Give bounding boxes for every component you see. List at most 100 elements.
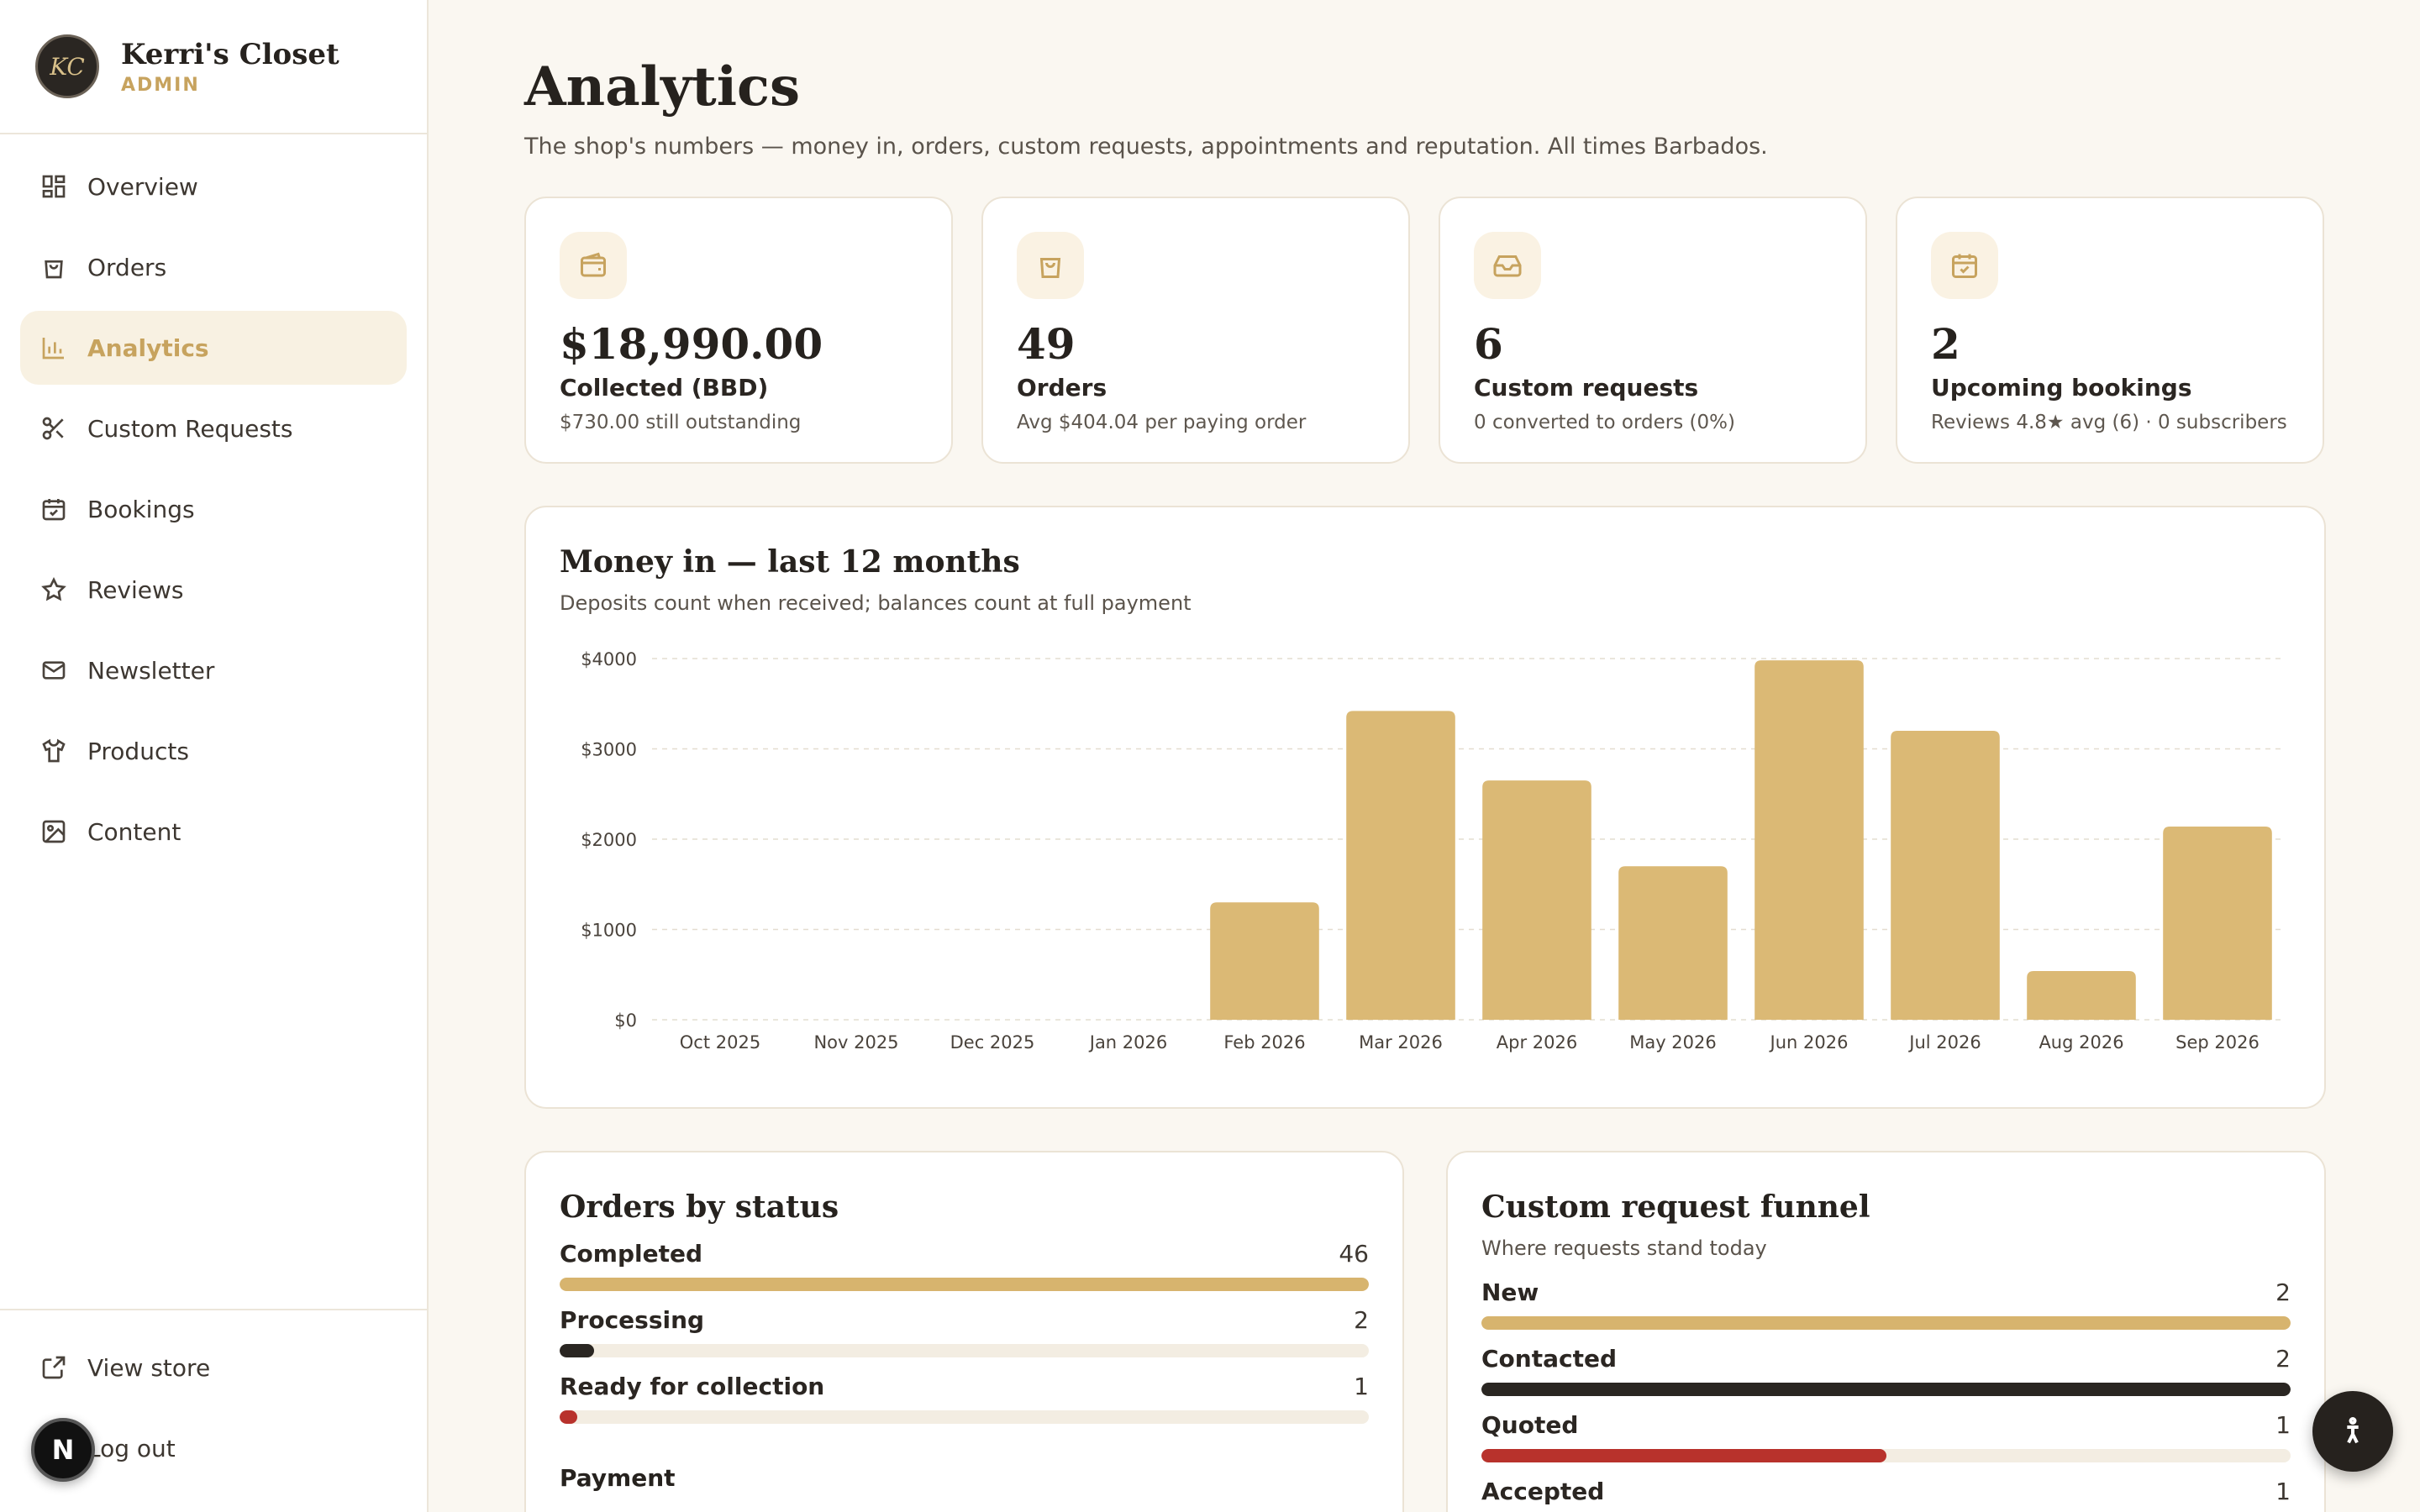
x-tick-label: Jul 2026 xyxy=(1907,1032,1981,1053)
status-label: Processing xyxy=(560,1306,705,1334)
status-label: Quoted xyxy=(1481,1411,1579,1439)
money-chart-panel: Money in — last 12 months Deposits count… xyxy=(524,506,2326,1109)
status-track xyxy=(560,1410,1369,1424)
chart-subtitle: Deposits count when received; balances c… xyxy=(560,591,1192,615)
sidebar-item-newsletter[interactable]: Newsletter xyxy=(20,633,407,707)
bag-icon xyxy=(1039,258,1061,278)
chart-bar xyxy=(2163,826,2272,1020)
chart-bar xyxy=(1891,731,2000,1020)
status-row: Contacted 2 xyxy=(1481,1345,2291,1396)
brand[interactable]: KC Kerri's Closet ADMIN xyxy=(0,0,427,134)
sidebar-footer: View store Log out xyxy=(0,1309,427,1512)
stat-card: 6 Custom requests 0 converted to orders (0… xyxy=(1439,197,1867,464)
bar-chart-icon xyxy=(42,338,64,360)
sidebar-item-label: Custom Requests xyxy=(87,414,293,443)
brand-logo: KC xyxy=(35,34,99,98)
orders-status-panel: Orders by status Completed 46 Processing 2 R… xyxy=(524,1151,1404,1512)
x-tick-label: Jan 2026 xyxy=(1088,1032,1168,1053)
status-label: Completed xyxy=(560,1240,703,1268)
funnel-list: New 2 Contacted 2 Quoted 1 Accepted 1 xyxy=(1481,1278,2291,1512)
sidebar-item-analytics[interactable]: Analytics xyxy=(20,311,407,385)
stat-card: 49 Orders Avg $404.04 per paying order xyxy=(981,197,1410,464)
y-tick-label: $4000 xyxy=(581,649,637,669)
sidebar-item-reviews[interactable]: Reviews xyxy=(20,553,407,627)
sidebar-item-custom-requests[interactable]: Custom Requests xyxy=(20,391,407,465)
x-tick-label: Oct 2025 xyxy=(680,1032,760,1053)
sidebar-item-label: Overview xyxy=(87,172,198,201)
stat-card: 2 Upcoming bookings Reviews 4.8★ avg (6) ·… xyxy=(1896,197,2324,464)
card-label: Collected (BBD) xyxy=(560,374,769,402)
status-count: 1 xyxy=(2275,1478,2291,1505)
status-row: Processing 2 xyxy=(560,1306,1369,1357)
payment-section-label: Payment xyxy=(560,1464,676,1492)
status-count: 1 xyxy=(1354,1373,1369,1400)
status-count: 1 xyxy=(2275,1411,2291,1439)
x-tick-label: Feb 2026 xyxy=(1223,1032,1305,1053)
status-fill xyxy=(560,1344,595,1357)
external-link-icon xyxy=(42,1356,66,1379)
shirt-icon xyxy=(42,738,66,763)
chart-bar xyxy=(2027,970,2136,1020)
x-tick-label: Dec 2025 xyxy=(950,1032,1035,1053)
x-tick-label: May 2026 xyxy=(1629,1032,1717,1053)
orders-status-title: Orders by status xyxy=(560,1189,839,1225)
status-count: 2 xyxy=(1354,1306,1369,1334)
status-count: 46 xyxy=(1339,1240,1369,1268)
sidebar-item-label: Orders xyxy=(87,253,167,281)
sidebar-item-label: Newsletter xyxy=(87,656,215,685)
status-label: Accepted xyxy=(1481,1478,1605,1505)
sidebar-item-content[interactable]: Content xyxy=(20,795,407,869)
x-tick-label: Sep 2026 xyxy=(2175,1032,2260,1053)
status-fill xyxy=(560,1278,1369,1291)
money-bar-chart: $0 $1000 $2000 $3000 $4000 Oct 2025 Nov 2025 De… xyxy=(581,649,2286,1053)
status-row: Ready for collection 1 xyxy=(560,1373,1369,1424)
brand-role: ADMIN xyxy=(121,74,200,96)
card-value: 49 xyxy=(1017,319,1076,369)
x-tick-label: Nov 2025 xyxy=(813,1032,898,1053)
sidebar-item-overview[interactable]: Overview xyxy=(20,150,407,223)
status-row: Completed 46 xyxy=(560,1240,1369,1291)
card-icon-wrap xyxy=(1474,232,1541,299)
dev-badge[interactable]: N xyxy=(31,1418,95,1482)
orders-status-list: Completed 46 Processing 2 Ready for collecti… xyxy=(560,1240,1369,1424)
sidebar-item-bookings[interactable]: Bookings xyxy=(20,472,407,546)
chart-bar xyxy=(1210,902,1319,1020)
card-value: $18,990.00 xyxy=(560,319,823,369)
grid-icon xyxy=(42,175,66,198)
sidebar-item-view-store[interactable]: View store xyxy=(20,1331,407,1404)
x-tick-label: Apr 2026 xyxy=(1497,1032,1577,1053)
status-track xyxy=(1481,1449,2291,1462)
status-track xyxy=(560,1344,1369,1357)
sidebar-item-products[interactable]: Products xyxy=(20,714,407,788)
status-fill xyxy=(1481,1383,2291,1396)
sidebar-item-label: Reviews xyxy=(87,575,184,604)
stat-card: $18,990.00 Collected (BBD) $730.00 still o… xyxy=(524,197,953,464)
sidebar-item-orders[interactable]: Orders xyxy=(20,230,407,304)
card-icon-wrap xyxy=(560,232,627,299)
status-count: 2 xyxy=(2275,1278,2291,1306)
status-row: Quoted 1 xyxy=(1481,1411,2291,1462)
status-track xyxy=(1481,1316,2291,1330)
card-subtext: Avg $404.04 per paying order xyxy=(1017,412,1307,433)
funnel-title: Custom request funnel xyxy=(1481,1189,1870,1225)
main-content: Analytics The shop's numbers — money in,… xyxy=(524,0,2326,1512)
status-track xyxy=(1481,1383,2291,1396)
stat-cards: $18,990.00 Collected (BBD) $730.00 still o… xyxy=(524,197,2326,464)
request-funnel-panel: Custom request funnel Where requests sta… xyxy=(1446,1151,2326,1512)
card-subtext: 0 converted to orders (0%) xyxy=(1474,412,1735,433)
bottom-panels: Orders by status Completed 46 Processing 2 R… xyxy=(524,1151,2326,1512)
star-icon xyxy=(41,576,66,601)
y-tick-label: $2000 xyxy=(581,830,637,850)
y-tick-label: $1000 xyxy=(581,921,637,941)
accessibility-button[interactable] xyxy=(2312,1391,2393,1472)
x-tick-label: Jun 2026 xyxy=(1769,1032,1849,1053)
status-count: 2 xyxy=(2275,1345,2291,1373)
inbox-icon xyxy=(1493,255,1522,277)
card-value: 6 xyxy=(1474,319,1503,369)
card-label: Orders xyxy=(1017,374,1107,402)
chart-bar xyxy=(1482,780,1591,1020)
card-subtext: Reviews 4.8★ avg (6) · 0 subscribers xyxy=(1931,412,2287,433)
calendar-check-icon xyxy=(1952,254,1977,278)
scissors-icon xyxy=(42,417,64,440)
logo-monogram: KC xyxy=(50,52,85,81)
